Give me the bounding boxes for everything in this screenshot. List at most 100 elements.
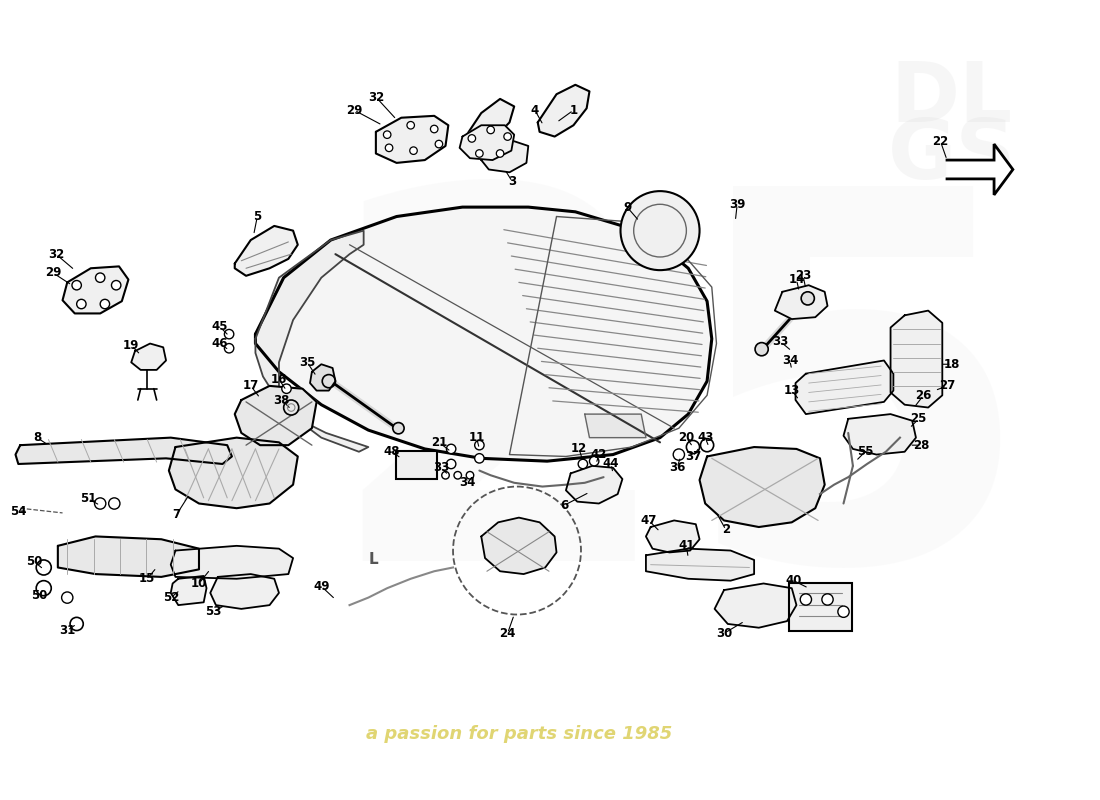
Text: 32: 32 <box>367 90 384 103</box>
Text: 8: 8 <box>33 431 42 444</box>
Text: 16: 16 <box>271 373 287 386</box>
Polygon shape <box>462 99 514 150</box>
Circle shape <box>72 281 81 290</box>
Text: 28: 28 <box>913 438 930 452</box>
Polygon shape <box>891 310 943 407</box>
Text: 38: 38 <box>274 394 290 406</box>
Text: 35: 35 <box>299 356 316 369</box>
Text: 27: 27 <box>939 379 955 392</box>
Circle shape <box>475 454 484 463</box>
Circle shape <box>224 330 234 339</box>
Circle shape <box>590 457 598 466</box>
Circle shape <box>70 618 84 630</box>
Polygon shape <box>255 230 368 452</box>
Circle shape <box>447 459 455 469</box>
Text: 41: 41 <box>679 539 694 552</box>
Polygon shape <box>234 226 298 276</box>
Text: GS: GS <box>888 115 1016 196</box>
Circle shape <box>755 342 768 356</box>
Polygon shape <box>482 518 557 574</box>
Text: 51: 51 <box>80 492 96 506</box>
Text: 3: 3 <box>508 175 516 188</box>
Text: 22: 22 <box>933 134 948 148</box>
Polygon shape <box>169 438 298 508</box>
Polygon shape <box>646 549 755 581</box>
Circle shape <box>284 400 299 415</box>
Text: 19: 19 <box>123 339 140 352</box>
Circle shape <box>454 471 462 479</box>
Polygon shape <box>15 438 232 464</box>
Circle shape <box>62 592 73 603</box>
Text: 14: 14 <box>789 273 805 286</box>
Text: 25: 25 <box>321 170 1036 668</box>
Text: 36: 36 <box>669 462 685 474</box>
Text: 33: 33 <box>772 335 789 348</box>
Text: 10: 10 <box>191 577 207 590</box>
Text: 55: 55 <box>857 446 873 458</box>
Text: 1: 1 <box>570 104 578 117</box>
Polygon shape <box>255 207 712 461</box>
Text: 25: 25 <box>911 412 927 426</box>
Text: DL: DL <box>891 58 1013 139</box>
Text: 37: 37 <box>685 450 701 463</box>
Circle shape <box>96 273 104 282</box>
Text: 12: 12 <box>571 442 587 455</box>
Circle shape <box>466 471 474 479</box>
FancyBboxPatch shape <box>396 451 437 479</box>
Circle shape <box>686 441 700 454</box>
Text: 17: 17 <box>243 379 258 392</box>
Text: 54: 54 <box>10 505 26 518</box>
Text: 5: 5 <box>253 210 262 223</box>
Text: 9: 9 <box>623 201 631 214</box>
Circle shape <box>487 126 494 134</box>
Circle shape <box>36 581 52 596</box>
Polygon shape <box>565 466 623 503</box>
Circle shape <box>100 299 110 309</box>
Circle shape <box>322 374 335 388</box>
Circle shape <box>475 441 484 450</box>
FancyBboxPatch shape <box>789 582 852 631</box>
Circle shape <box>496 150 504 158</box>
Text: 45: 45 <box>211 320 228 333</box>
Text: 29: 29 <box>346 104 362 117</box>
Circle shape <box>36 560 52 575</box>
Polygon shape <box>170 546 293 578</box>
Polygon shape <box>210 574 279 609</box>
Polygon shape <box>131 343 166 370</box>
Polygon shape <box>795 361 893 414</box>
Circle shape <box>579 459 587 469</box>
Circle shape <box>224 343 234 353</box>
Text: 30: 30 <box>716 627 733 640</box>
Text: 21: 21 <box>431 436 447 449</box>
Circle shape <box>504 133 512 140</box>
Circle shape <box>407 122 415 129</box>
Circle shape <box>282 384 292 394</box>
Circle shape <box>822 594 833 605</box>
Circle shape <box>95 498 106 509</box>
Circle shape <box>701 438 714 452</box>
Text: 2: 2 <box>722 523 730 536</box>
Text: 26: 26 <box>915 389 932 402</box>
Text: a passion for parts since 1985: a passion for parts since 1985 <box>366 725 672 743</box>
Text: 43: 43 <box>697 431 714 444</box>
Polygon shape <box>774 286 827 319</box>
Circle shape <box>838 606 849 618</box>
Circle shape <box>801 292 814 305</box>
Circle shape <box>109 498 120 509</box>
Polygon shape <box>844 414 916 454</box>
Text: 44: 44 <box>603 458 619 470</box>
Text: 34: 34 <box>782 354 799 367</box>
Text: 49: 49 <box>314 580 330 593</box>
Text: 15: 15 <box>139 572 155 586</box>
Polygon shape <box>376 116 449 163</box>
Polygon shape <box>715 583 796 628</box>
Text: 40: 40 <box>785 574 802 587</box>
Circle shape <box>475 150 483 158</box>
Polygon shape <box>460 126 514 160</box>
Text: 46: 46 <box>211 337 228 350</box>
Text: 7: 7 <box>173 508 180 522</box>
Text: 47: 47 <box>640 514 657 527</box>
Circle shape <box>393 422 404 434</box>
Text: 50: 50 <box>31 590 47 602</box>
Circle shape <box>800 594 812 605</box>
